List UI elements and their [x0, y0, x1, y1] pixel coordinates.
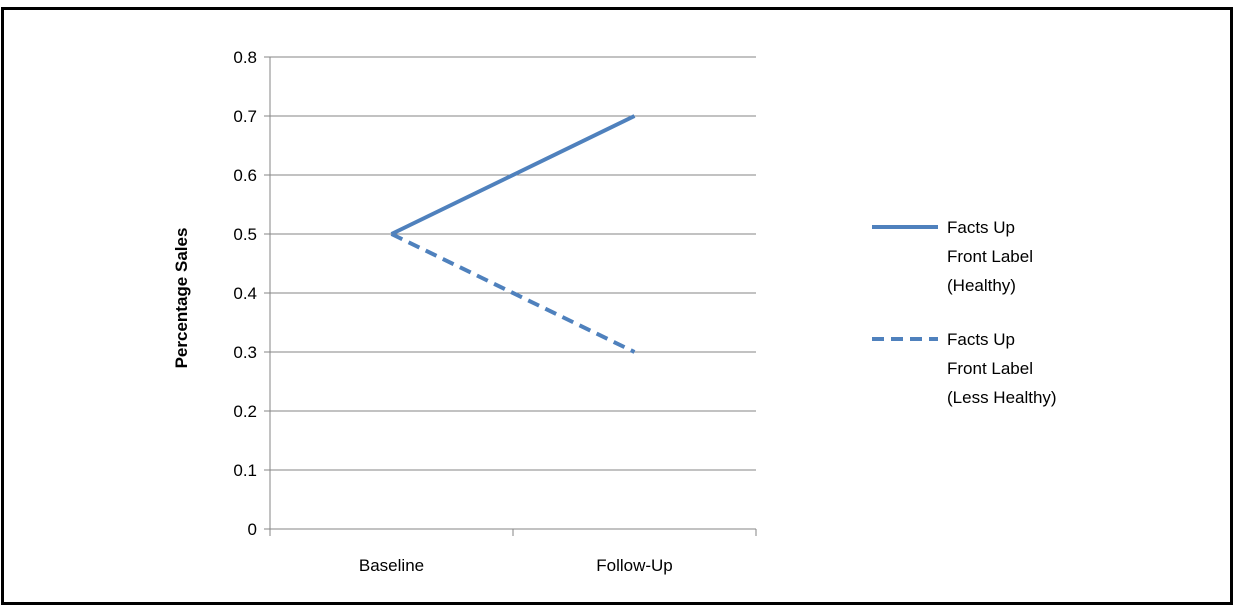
legend-label: Front Label [947, 359, 1033, 378]
y-tick-label: 0.6 [233, 166, 257, 185]
series-line-1 [390, 114, 636, 236]
legend-label: (Less Healthy) [947, 388, 1057, 407]
legend-label: Facts Up [947, 330, 1015, 349]
x-tick-label: Follow-Up [596, 556, 673, 575]
legend-label: (Healthy) [947, 276, 1016, 295]
y-axis-title: Percentage Sales [172, 228, 191, 369]
x-tick-label: Baseline [359, 556, 424, 575]
y-tick-label: 0.7 [233, 107, 257, 126]
legend-label: Front Label [947, 247, 1033, 266]
y-tick-label: 0.1 [233, 461, 257, 480]
series-lines [390, 114, 636, 354]
axes [264, 56, 757, 536]
tick-labels: 0 0.1 0.2 0.3 0.4 0.5 0.6 0.7 0.8 Baseline Follow-… [233, 48, 672, 575]
gridlines [270, 56, 756, 471]
legend: Facts Up Front Label (Healthy) Facts Up Fron… [872, 218, 1057, 407]
y-tick-label: 0.8 [233, 48, 257, 67]
y-tick-label: 0.2 [233, 402, 257, 421]
series-line-2 [390, 232, 636, 354]
y-tick-label: 0 [248, 520, 257, 539]
chart-frame [1, 7, 1233, 605]
y-tick-label: 0.4 [233, 284, 257, 303]
y-tick-label: 0.3 [233, 343, 257, 362]
y-tick-label: 0.5 [233, 225, 257, 244]
legend-label: Facts Up [947, 218, 1015, 237]
